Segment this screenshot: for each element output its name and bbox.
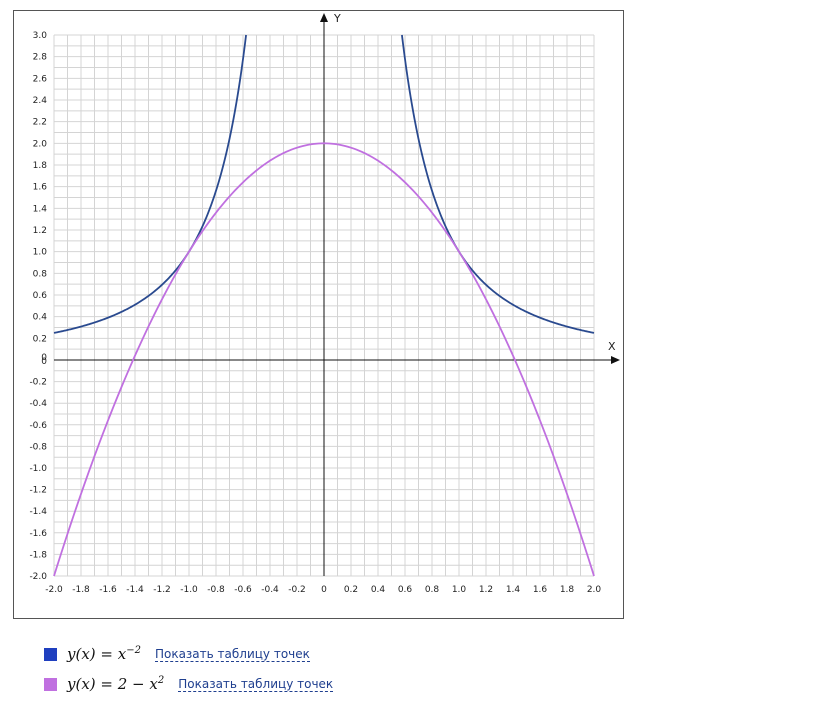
show-points-table-link-2[interactable]: Показать таблицу точек [178,676,334,692]
curve-x-pow-minus-2-left [53,34,247,334]
legend-swatch-2 [44,677,57,691]
show-points-table-link-1[interactable]: Показать таблицу точек [154,646,310,662]
y-tick-label: 1.2 [33,226,47,236]
y-axis-arrow [320,13,328,22]
y-tick-label: 1.8 [33,161,48,171]
x-tick-label: 1.8 [560,585,575,595]
x-tick-label: -2.0 [45,585,63,595]
curve-x-pow-minus-2-right [401,34,595,334]
y-tick-label: -1.4 [29,507,47,517]
y-axis-label: Y [333,12,341,25]
x-tick-label: 1.4 [506,585,521,595]
x-tick-label: 0.4 [371,585,386,595]
x-tick-label: 0.6 [398,585,413,595]
y-tick-label: 2.6 [33,74,48,84]
x-tick-label: -1.4 [126,585,144,595]
y-tick-label: 0.4 [33,313,48,323]
legend-formula-2: y(x) = 2 − x2 [67,675,165,693]
y-tick-label: 1.4 [33,204,48,214]
curves [53,34,595,577]
y-tick-label: 0.6 [33,291,48,301]
x-tick-label: -1.8 [72,585,90,595]
x-tick-label: 1.0 [452,585,467,595]
x-tick-label: 0.2 [344,585,358,595]
legend-swatch-1 [44,647,57,661]
legend-formula-1: y(x) = x−2 [67,645,141,663]
x-tick-label: -0.2 [288,585,306,595]
y-tick-label: 0.8 [33,269,48,279]
y-tick-label: -1.6 [29,529,47,539]
y-tick-label: 2.8 [33,53,48,63]
y-tick-label: -0.4 [29,399,47,409]
x-tick-label: -0.6 [234,585,252,595]
legend-item-2: y(x) = 2 − x2 Показать таблицу точек [44,674,334,694]
x-tick-label: 1.2 [479,585,493,595]
legend-item-1: y(x) = x−2 Показать таблицу точек [44,644,310,664]
axes [54,13,620,576]
y-tick-label: 1.0 [33,248,48,258]
y-tick-label: -0.8 [29,442,47,452]
y-tick-label: 3.0 [33,31,48,41]
x-tick-label: 0.8 [425,585,440,595]
y-tick-label: 0 [41,357,47,367]
x-tick-label: -0.4 [261,585,279,595]
y-tick-label: -0.2 [29,378,47,388]
y-tick-label: 0.2 [33,334,47,344]
x-tick-label: 1.6 [533,585,548,595]
x-tick-label: -1.2 [153,585,171,595]
x-tick-label: -0.8 [207,585,225,595]
y-tick-label: -0.6 [29,421,47,431]
chart-plot: -2.0 -1.8 -1.6 -1.4 -1.2 -1.0 -0.8 -0.6 -0.4 -0.2… [29,12,620,595]
x-axis-arrow [611,356,620,364]
x-tick-label: 0 [321,585,327,595]
x-tick-label: -1.0 [180,585,198,595]
x-tick-label: -1.6 [99,585,117,595]
y-tick-label: 2.4 [33,96,48,106]
x-tick-label: 2.0 [587,585,602,595]
y-tick-label: -1.0 [29,464,47,474]
y-tick-label: -2.0 [29,572,47,582]
y-tick-label: -1.8 [29,550,47,560]
y-tick-label: 2.2 [33,118,47,128]
tick-labels: -2.0 -1.8 -1.6 -1.4 -1.2 -1.0 -0.8 -0.6 -0.4 -0.2… [29,31,601,595]
x-axis-label: X [608,340,616,353]
y-tick-label: -1.2 [29,486,47,496]
curve-2-minus-x-squared [53,142,595,577]
y-tick-label: 2.0 [33,139,48,149]
y-tick-label: 0 [41,353,47,363]
y-tick-label: 1.6 [33,183,48,193]
